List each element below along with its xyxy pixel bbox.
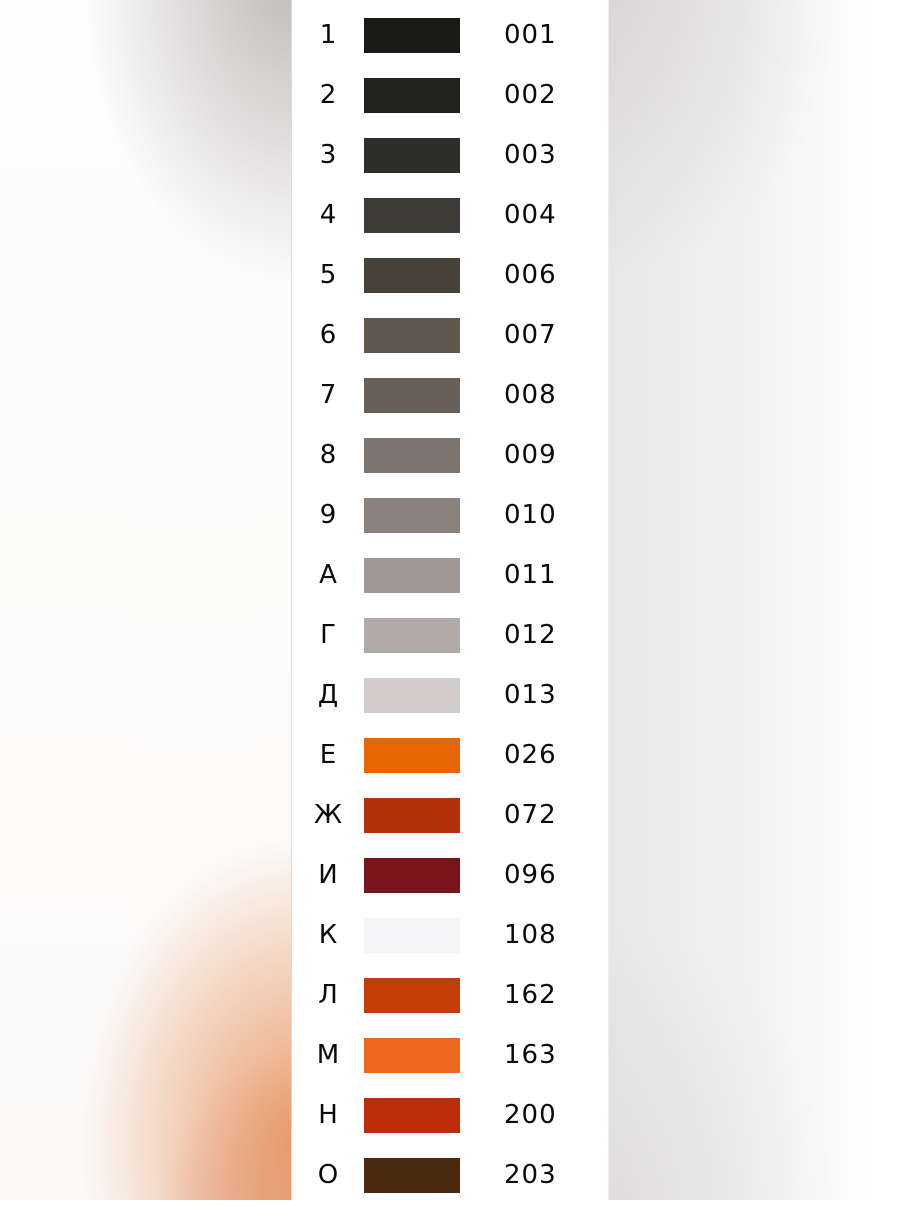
row-code: 163: [504, 1040, 557, 1070]
row-label: 9: [319, 500, 337, 530]
color-swatch: [364, 137, 460, 173]
row-label: 3: [319, 140, 337, 170]
row-label: 8: [319, 440, 337, 470]
color-swatch: [364, 1157, 460, 1193]
palette-row: 5 006: [292, 245, 608, 305]
row-code: 008: [504, 380, 557, 410]
row-code: 009: [504, 440, 557, 470]
row-label: К: [318, 920, 338, 950]
row-code: 096: [504, 860, 557, 890]
row-code: 004: [504, 200, 557, 230]
color-swatch: [364, 377, 460, 413]
color-swatch: [364, 737, 460, 773]
color-swatch: [364, 677, 460, 713]
row-label: 5: [319, 260, 337, 290]
row-code: 006: [504, 260, 557, 290]
row-label: Н: [318, 1100, 338, 1130]
color-swatch: [364, 857, 460, 893]
color-swatch: [364, 437, 460, 473]
palette-row: 7 008: [292, 365, 608, 425]
color-swatch: [364, 257, 460, 293]
palette-row: И 096: [292, 845, 608, 905]
row-code: 002: [504, 80, 557, 110]
palette-list: 1 001 2 002 3 003 4 004 5 006 6 007 7 00…: [292, 0, 608, 1205]
color-swatch: [364, 917, 460, 953]
palette-row: 1 001: [292, 5, 608, 65]
row-label: Г: [320, 620, 336, 650]
row-label: А: [319, 560, 337, 590]
background-blur-left: [0, 0, 291, 1200]
color-swatch: [364, 197, 460, 233]
row-label: И: [318, 860, 338, 890]
row-label: 6: [319, 320, 337, 350]
row-code: 011: [504, 560, 557, 590]
palette-row: 3 003: [292, 125, 608, 185]
row-label: М: [316, 1040, 340, 1070]
row-code: 203: [504, 1160, 557, 1190]
row-code: 007: [504, 320, 557, 350]
palette-row: 9 010: [292, 485, 608, 545]
row-label: 2: [319, 80, 337, 110]
background-blur-right: [609, 0, 900, 1200]
row-code: 001: [504, 20, 557, 50]
row-code: 010: [504, 500, 557, 530]
color-chart-panel: 1 001 2 002 3 003 4 004 5 006 6 007 7 00…: [291, 0, 609, 1200]
row-label: О: [317, 1160, 339, 1190]
palette-row: О 203: [292, 1145, 608, 1205]
row-code: 108: [504, 920, 557, 950]
row-label: Е: [319, 740, 337, 770]
row-code: 200: [504, 1100, 557, 1130]
palette-row: Д 013: [292, 665, 608, 725]
row-label: Ж: [313, 800, 342, 830]
palette-row: К 108: [292, 905, 608, 965]
row-code: 026: [504, 740, 557, 770]
palette-row: 2 002: [292, 65, 608, 125]
palette-row: А 011: [292, 545, 608, 605]
row-code: 012: [504, 620, 557, 650]
row-code: 013: [504, 680, 557, 710]
palette-row: Ж 072: [292, 785, 608, 845]
row-label: 4: [319, 200, 337, 230]
row-label: Д: [317, 680, 339, 710]
color-swatch: [364, 497, 460, 533]
row-label: 7: [319, 380, 337, 410]
palette-row: 6 007: [292, 305, 608, 365]
color-swatch: [364, 17, 460, 53]
row-label: 1: [319, 20, 337, 50]
row-label: Л: [318, 980, 338, 1010]
row-code: 072: [504, 800, 557, 830]
color-swatch: [364, 797, 460, 833]
palette-row: Н 200: [292, 1085, 608, 1145]
color-swatch: [364, 617, 460, 653]
color-swatch: [364, 317, 460, 353]
palette-row: Л 162: [292, 965, 608, 1025]
color-swatch: [364, 557, 460, 593]
palette-row: М 163: [292, 1025, 608, 1085]
palette-row: Е 026: [292, 725, 608, 785]
color-swatch: [364, 77, 460, 113]
color-swatch: [364, 977, 460, 1013]
color-swatch: [364, 1097, 460, 1133]
palette-row: 4 004: [292, 185, 608, 245]
palette-row: 8 009: [292, 425, 608, 485]
color-swatch: [364, 1037, 460, 1073]
row-code: 003: [504, 140, 557, 170]
palette-row: Г 012: [292, 605, 608, 665]
row-code: 162: [504, 980, 557, 1010]
